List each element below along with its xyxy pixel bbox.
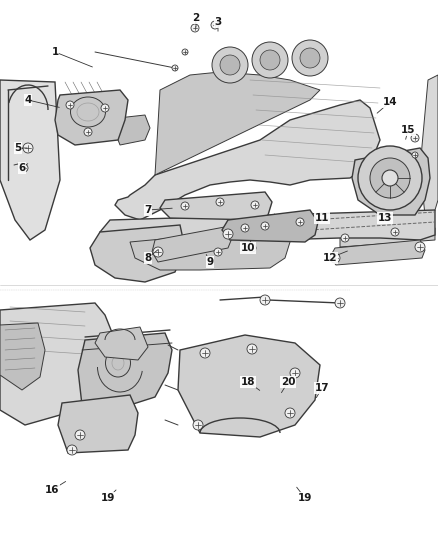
Circle shape (412, 152, 418, 158)
Circle shape (330, 253, 340, 263)
Text: 8: 8 (145, 253, 152, 263)
Polygon shape (115, 100, 380, 220)
Circle shape (260, 295, 270, 305)
Circle shape (296, 218, 304, 226)
Circle shape (223, 229, 233, 239)
Text: 13: 13 (378, 213, 392, 223)
Circle shape (248, 244, 256, 252)
Circle shape (181, 202, 189, 210)
Text: 17: 17 (314, 383, 329, 393)
Polygon shape (100, 210, 435, 245)
Circle shape (382, 170, 398, 186)
Text: 5: 5 (14, 143, 21, 153)
Circle shape (241, 224, 249, 232)
Text: 15: 15 (401, 125, 415, 135)
Circle shape (251, 201, 259, 209)
Text: 11: 11 (315, 213, 329, 223)
Polygon shape (90, 225, 185, 282)
Text: 3: 3 (214, 17, 222, 27)
Polygon shape (58, 395, 138, 453)
Circle shape (391, 228, 399, 236)
Polygon shape (95, 327, 148, 360)
Polygon shape (178, 335, 320, 437)
Polygon shape (222, 210, 318, 242)
Circle shape (23, 143, 33, 153)
Circle shape (182, 49, 188, 55)
Polygon shape (0, 323, 45, 390)
Circle shape (260, 50, 280, 70)
Circle shape (341, 234, 349, 242)
Polygon shape (330, 240, 425, 265)
Circle shape (415, 242, 425, 252)
Circle shape (101, 104, 109, 112)
Text: 1: 1 (51, 47, 59, 57)
Circle shape (214, 248, 222, 256)
Circle shape (290, 368, 300, 378)
Circle shape (172, 65, 178, 71)
Text: 12: 12 (323, 253, 337, 263)
Text: 6: 6 (18, 163, 26, 173)
Circle shape (216, 198, 224, 206)
Circle shape (75, 430, 85, 440)
Circle shape (252, 42, 288, 78)
Circle shape (261, 222, 269, 230)
Polygon shape (55, 90, 128, 145)
Circle shape (285, 408, 295, 418)
Polygon shape (352, 148, 430, 215)
Text: 7: 7 (144, 205, 152, 215)
Text: 14: 14 (383, 97, 397, 107)
Polygon shape (420, 75, 438, 220)
Polygon shape (0, 303, 115, 425)
Polygon shape (340, 228, 435, 247)
Circle shape (335, 298, 345, 308)
Text: 9: 9 (206, 257, 214, 267)
Polygon shape (115, 115, 150, 145)
Text: 2: 2 (192, 13, 200, 23)
Circle shape (191, 24, 199, 32)
Polygon shape (160, 192, 272, 220)
Polygon shape (78, 333, 172, 413)
Circle shape (220, 55, 240, 75)
Circle shape (212, 47, 248, 83)
Circle shape (84, 128, 92, 136)
Circle shape (247, 344, 257, 354)
Circle shape (67, 445, 77, 455)
Polygon shape (0, 80, 60, 240)
Circle shape (300, 48, 320, 68)
Polygon shape (152, 226, 232, 262)
Text: 19: 19 (101, 493, 115, 503)
Circle shape (153, 247, 163, 257)
Circle shape (193, 420, 203, 430)
Circle shape (411, 134, 419, 142)
Circle shape (211, 21, 219, 29)
Polygon shape (155, 72, 320, 175)
Text: 19: 19 (298, 493, 312, 503)
Circle shape (66, 101, 74, 109)
Circle shape (370, 158, 410, 198)
Text: 16: 16 (45, 485, 59, 495)
Text: 18: 18 (241, 377, 255, 387)
FancyBboxPatch shape (0, 0, 438, 285)
Circle shape (20, 164, 28, 172)
Text: 20: 20 (281, 377, 295, 387)
Text: 4: 4 (25, 95, 32, 105)
Circle shape (358, 146, 422, 210)
Circle shape (292, 40, 328, 76)
Text: 10: 10 (241, 243, 255, 253)
Circle shape (200, 348, 210, 358)
Polygon shape (130, 228, 290, 270)
